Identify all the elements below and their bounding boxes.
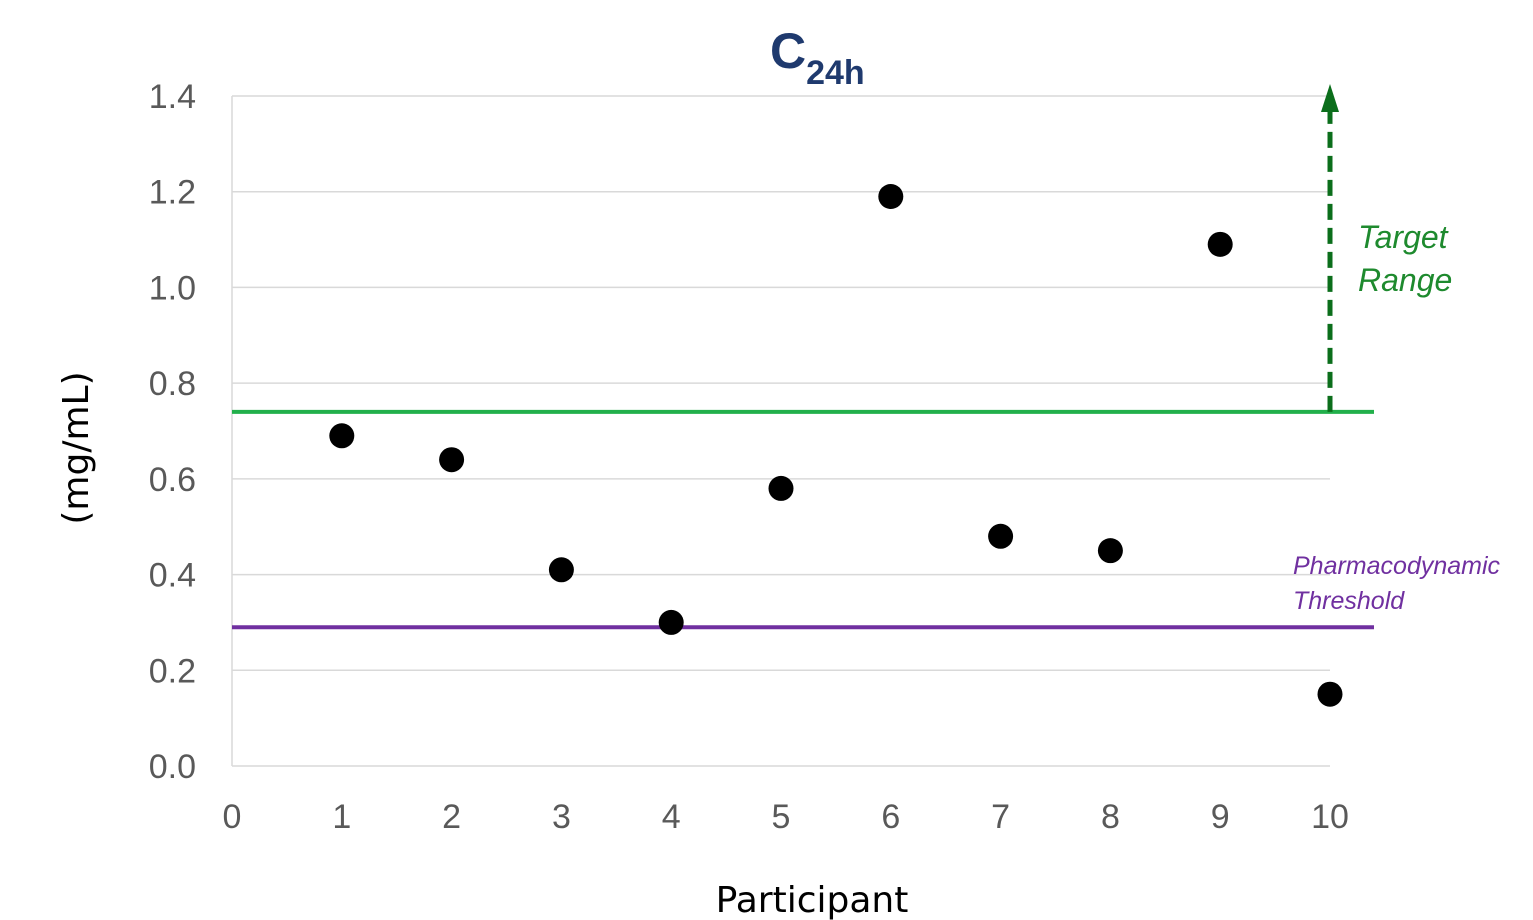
chart-title-subscript: 24h: [806, 54, 865, 92]
y-tick-label: 0.8: [149, 365, 196, 403]
pharmacodynamic-threshold-label-line: Threshold: [1293, 587, 1405, 615]
annotations: Target Range Pharmacodynamic Threshold: [1293, 219, 1501, 615]
x-tick-label: 5: [772, 798, 791, 836]
target-range-arrow: [1321, 84, 1339, 412]
x-tick-label: 6: [881, 798, 900, 836]
data-point: [768, 475, 794, 501]
target-range-label-line: Range: [1358, 262, 1452, 298]
pharmacodynamic-threshold-label: Pharmacodynamic Threshold: [1293, 552, 1501, 615]
data-point: [1097, 538, 1123, 564]
x-tick-label: 8: [1101, 798, 1120, 836]
target-range-label-line: Target: [1358, 219, 1449, 255]
y-tick-label: 1.4: [149, 78, 196, 116]
x-tick-label: 10: [1311, 798, 1349, 836]
x-tick-label: 1: [332, 798, 351, 836]
y-tick-labels: 0.0 0.2 0.4 0.6 0.8 1.0 1.2 1.4: [149, 78, 196, 786]
data-points: [329, 184, 1343, 707]
y-tick-label: 0.0: [149, 748, 196, 786]
y-tick-label: 0.6: [149, 461, 196, 499]
target-range-label: Target Range: [1358, 219, 1452, 298]
x-tick-labels: 0 1 2 3 4 5 6 7 8 9 10: [223, 798, 1349, 836]
data-point: [1207, 231, 1233, 257]
y-axis-label: (mg/mL): [56, 371, 97, 524]
x-tick-label: 2: [442, 798, 461, 836]
data-point: [878, 184, 904, 209]
data-point: [988, 523, 1014, 549]
chart-title: C24h: [770, 23, 865, 92]
data-point: [439, 447, 465, 473]
x-tick-label: 4: [662, 798, 681, 836]
data-point: [329, 423, 355, 449]
gridlines: [232, 95, 1330, 672]
x-tick-label: 3: [552, 798, 571, 836]
reference-lines: [232, 409, 1374, 630]
pharmacodynamic-threshold-label-line: Pharmacodynamic: [1293, 552, 1501, 580]
y-tick-label: 0.2: [149, 652, 196, 690]
chart-title-main: C: [770, 23, 806, 79]
x-tick-label: 9: [1211, 798, 1230, 836]
axes: [231, 96, 1330, 767]
x-tick-label: 0: [223, 798, 242, 836]
y-tick-label: 1.2: [149, 174, 196, 212]
data-point: [548, 557, 574, 583]
y-tick-label: 1.0: [149, 269, 196, 307]
data-point: [658, 609, 684, 635]
data-point: [1317, 681, 1343, 707]
y-tick-label: 0.4: [149, 557, 196, 595]
target-arrow-head: [1321, 84, 1339, 112]
x-axis-label: Participant: [716, 880, 909, 920]
x-tick-label: 7: [991, 798, 1010, 836]
